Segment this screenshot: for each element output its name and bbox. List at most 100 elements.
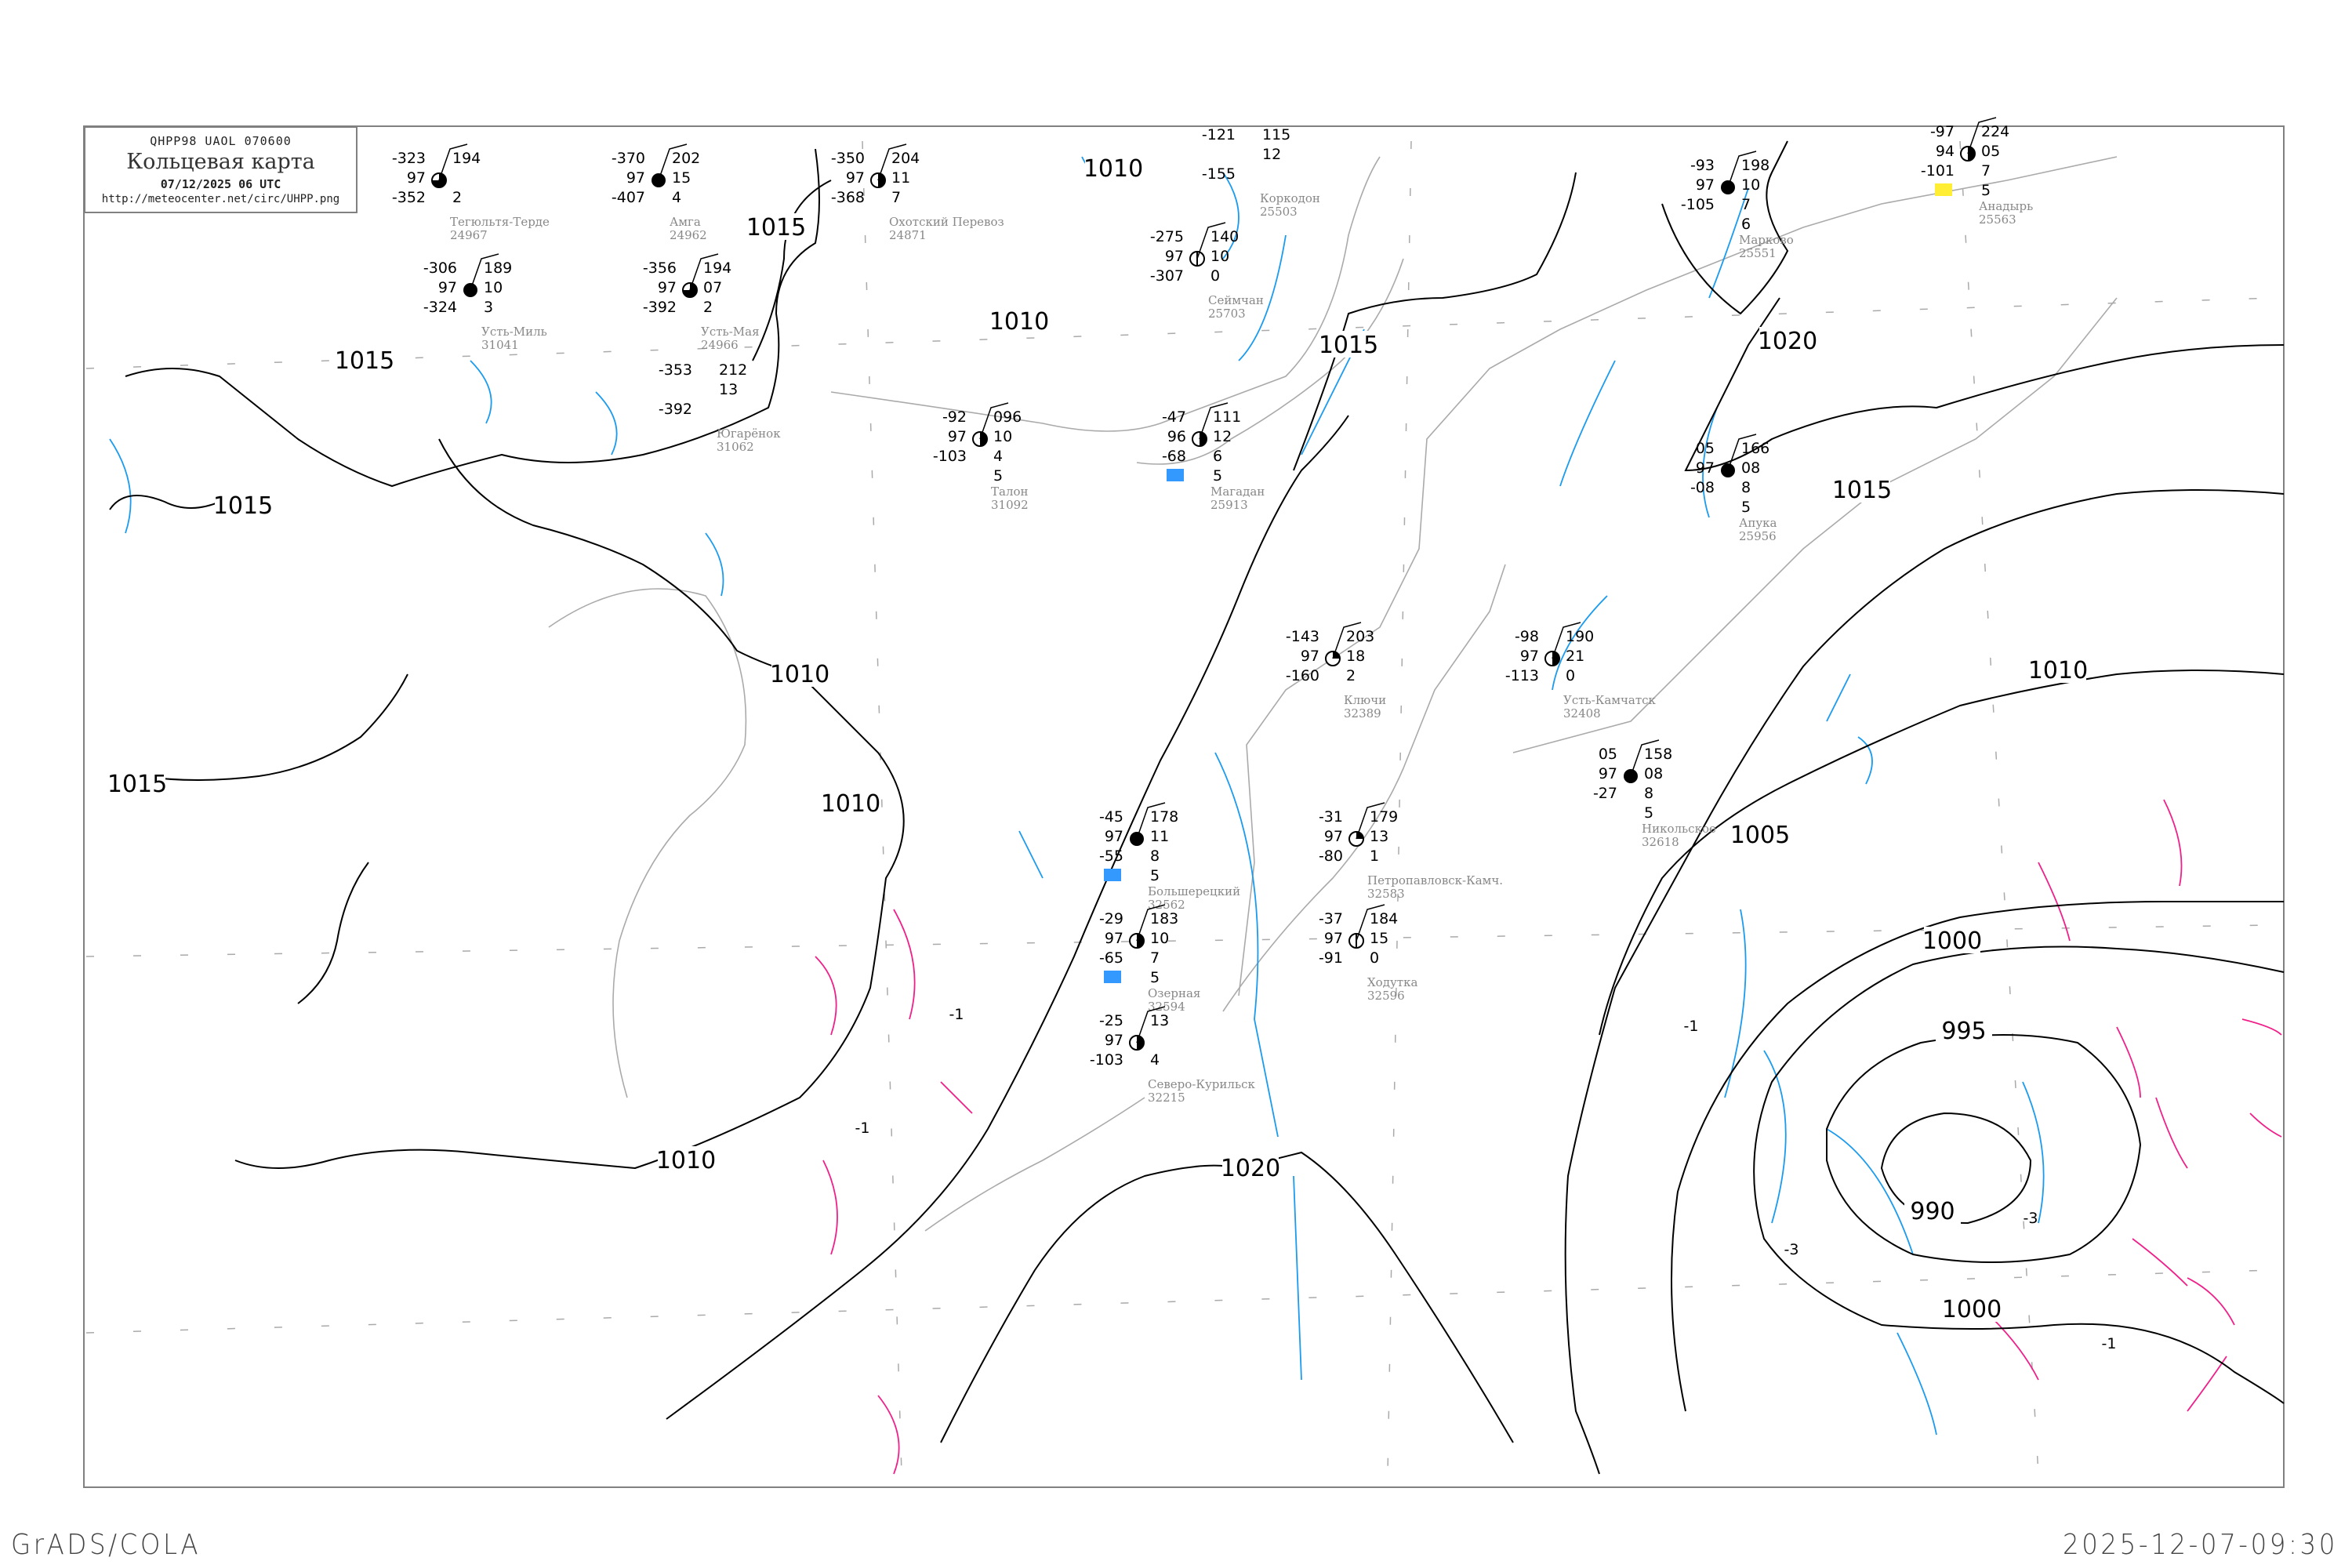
station-right-value: 3 [484,299,493,316]
isobar-label-bg [1759,327,1816,354]
isobar-label: 1000 [1942,1296,2002,1323]
station-name: Усть-Миль [481,325,547,339]
isotherm-label: -3 [1784,1241,1799,1258]
map-title-box: QHPP98 UAOL 070600 Кольцевая карта 07/12… [84,126,358,213]
station-right-value: 198 [1741,157,1769,174]
station-right-value: 5 [1644,804,1653,822]
station-plots: -9794-1012240575Анадырь25563-9397-105198… [392,117,2033,1105]
station-right-value: 7 [891,189,901,206]
station-left-value: -103 [1090,1051,1123,1069]
wind-barb-icon [1356,904,1385,942]
station-right-value: 15 [672,169,691,187]
isobar-label: 1015 [213,492,273,520]
isobar-label: 1010 [1083,155,1143,183]
station-left-value: 97 [846,169,865,187]
station-right-value: 183 [1150,910,1178,927]
station-right-value: 115 [1262,126,1290,143]
wind-barb-icon [1630,739,1660,777]
station-right-value: 07 [703,279,722,296]
station-right-value: 5 [1213,467,1222,485]
wind-barb-icon [1136,904,1166,942]
isobar-label-bg [1732,821,1788,848]
precip-marker [1935,183,1952,196]
station-left-value: -29 [1099,910,1123,927]
station-left-value: 97 [1324,828,1343,845]
isobar-label-bg [1085,154,1142,181]
station-left-value: 97 [1599,765,1617,782]
station-left-value: -80 [1319,848,1343,865]
station-left-value: -160 [1286,667,1319,684]
station-right-value: 4 [993,448,1003,465]
station-right-value: 212 [719,361,747,379]
station-right-value: 4 [1150,1051,1160,1069]
station-left-value: 94 [1936,143,1955,160]
station-left-value: -323 [392,150,426,167]
station-name: Югарёнок [717,426,781,441]
station-id: 31092 [991,498,1029,512]
isobar-label-bg [748,213,804,240]
station-right-value: 194 [703,260,731,277]
station-left-value: -45 [1099,808,1123,826]
station-name: Талон [991,485,1029,499]
station-id: 24871 [889,228,927,242]
station-right-value: 2 [1346,667,1356,684]
isobar-label-bg [771,660,828,687]
station-left-value: -65 [1099,949,1123,967]
station-right-value: 5 [1741,499,1751,516]
station-right-value: 096 [993,408,1022,426]
wind-barb-icon [1356,802,1385,840]
station-left-value: -103 [933,448,967,465]
isobar-label: 1010 [989,308,1049,336]
station-plot[interactable]: -31 97 -80 179 13 1 Петропавловск-Камч.32583 [1319,802,1503,901]
station-name: Амга [670,215,701,229]
isobar-label-bg [658,1146,714,1173]
wind-barb-icon [689,253,719,291]
station-left-value: -113 [1505,667,1539,684]
station-name: Усть-Камчатск [1563,693,1657,707]
station-right-value: 7 [1981,162,1991,180]
station-left-value: 97 [948,428,967,445]
footer-timestamp: 2025-12-07-09:30 [2063,1529,2338,1561]
station-left-value: 97 [1696,459,1715,477]
station-name: Большерецкий [1148,884,1240,898]
station-name: Охотский Перевоз [889,215,1004,229]
isobar-label: 1015 [335,347,394,375]
station-name: Усть-Мая [701,325,760,339]
station-left-value: -37 [1319,910,1343,927]
station-left-value: -350 [831,150,865,167]
station-id: 32215 [1148,1091,1185,1105]
wind-barb-icon [658,143,688,181]
station-id: 32562 [1148,898,1185,912]
station-left-value: -143 [1286,628,1319,645]
wind-barb-icon [1967,117,1997,154]
station-right-value: 178 [1150,808,1178,826]
station-left-value: -101 [1921,162,1955,180]
station-id: 25563 [1979,212,2016,227]
station-id: 24962 [670,228,707,242]
isobar-label-bg [1320,331,1377,358]
isobar-label: 1015 [1832,477,1892,504]
wind-barb-icon [1332,622,1362,659]
isobar-label: 1010 [656,1147,716,1174]
isotherm-label: -3 [2024,1210,2038,1227]
